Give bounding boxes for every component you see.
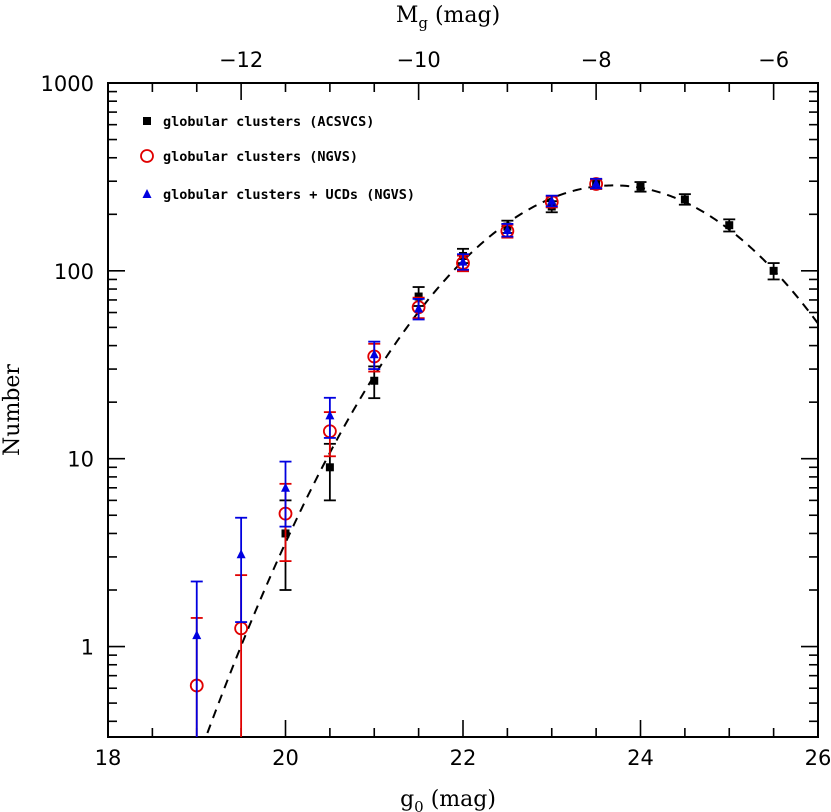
data-point-square (370, 376, 379, 385)
top-x-tick-label: −12 (219, 48, 263, 72)
legend-label: globular clusters (ACSVCS) (163, 114, 374, 130)
top-x-axis-title: Mg (mag) (396, 3, 500, 32)
legend-label: globular clusters (NGVS) (163, 149, 358, 165)
axis-tick-labels: 18 20 22 24 26 −12 −10 −8 −6 1 10 100 1000 (41, 48, 831, 770)
data-point-square (325, 463, 334, 472)
x-tick-label: 22 (450, 746, 477, 770)
y-tick-label: 1 (81, 636, 94, 660)
y-tick-label: 100 (54, 260, 94, 284)
data-point-square (680, 195, 689, 204)
data-point-triangle (281, 482, 290, 492)
data-point-square (769, 266, 778, 275)
x-tick-label: 24 (627, 746, 654, 770)
y-tick-label: 10 (67, 448, 94, 472)
y-tick-label: 1000 (41, 72, 94, 96)
data-point-triangle (236, 549, 246, 559)
legend-marker-triangle (142, 189, 152, 198)
data-point-triangle (369, 349, 379, 359)
plot-frame (107, 82, 819, 738)
x-axis-title: g0 (mag) (400, 787, 496, 812)
series-1 (279, 178, 780, 591)
data-point-triangle (458, 256, 468, 266)
legend-marker-square (143, 117, 151, 125)
x-tick-label: 26 (805, 746, 831, 770)
data-point-triangle (325, 410, 335, 420)
top-x-tick-label: −8 (581, 48, 612, 72)
fit-curve (206, 184, 819, 734)
series-3 (190, 177, 603, 737)
x-tick-label: 20 (272, 746, 299, 770)
legend-marker-circle (140, 149, 154, 163)
data-point-square (636, 182, 645, 191)
plot-border (107, 82, 819, 738)
fit-curve-group (206, 184, 819, 734)
y-axis-title: Number (0, 364, 25, 456)
data-point-triangle (502, 224, 512, 234)
data-point-square (725, 221, 734, 230)
data-point-triangle (192, 630, 202, 640)
data-point-square (414, 292, 423, 301)
legend-label: globular clusters + UCDs (NGVS) (163, 187, 415, 203)
legend: globular clusters (ACSVCS) globular clust… (140, 114, 415, 203)
series-2 (189, 177, 604, 737)
data-point-triangle (547, 195, 557, 205)
top-x-tick-label: −6 (758, 48, 789, 72)
data-points (189, 177, 780, 737)
data-point-triangle (414, 303, 424, 313)
top-x-tick-label: −10 (396, 48, 440, 72)
axis-ticks (107, 82, 819, 737)
data-point-triangle (591, 178, 601, 188)
x-tick-label: 18 (95, 746, 122, 770)
